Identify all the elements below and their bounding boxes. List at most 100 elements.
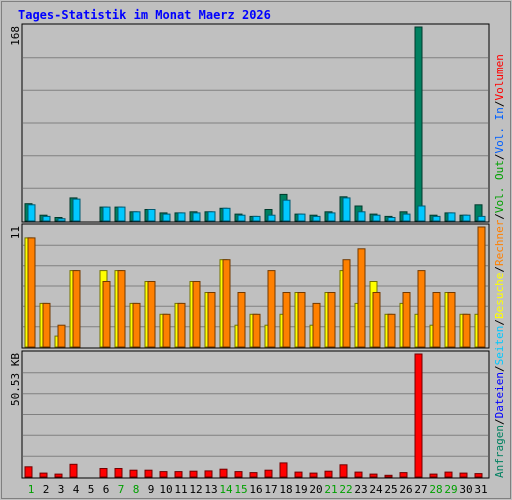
requests-bar-dateien-day-3 xyxy=(57,218,66,222)
day-label-10: 10 xyxy=(159,483,172,496)
day-label-9: 9 xyxy=(148,483,155,496)
visits-bar-rechner-day-3 xyxy=(57,324,66,348)
volume-bar-volumen-day-31 xyxy=(474,473,483,478)
requests-bar-dateien-day-14 xyxy=(222,207,231,222)
visits-bar-rechner-day-22 xyxy=(342,259,351,348)
requests-bar-dateien-day-25 xyxy=(387,217,396,222)
requests-bar-dateien-day-21 xyxy=(327,212,336,222)
visits-bar-rechner-day-26 xyxy=(402,292,411,348)
visits-bar-rechner-day-15 xyxy=(237,292,246,348)
requests-bar-dateien-day-2 xyxy=(42,215,51,222)
legend-part: / xyxy=(493,153,506,160)
visits-bar-rechner-day-16 xyxy=(252,313,261,348)
volume-bar-volumen-day-22 xyxy=(339,464,348,478)
volume-bar-volumen-day-25 xyxy=(384,474,393,478)
day-label-1: 1 xyxy=(28,483,35,496)
day-label-22: 22 xyxy=(339,483,352,496)
volume-bar-volumen-day-1 xyxy=(24,466,33,478)
volume-max-label: 50.53 KB xyxy=(9,353,22,406)
visits-bar-rechner-day-10 xyxy=(162,313,171,348)
visits-bar-rechner-day-20 xyxy=(312,302,321,348)
volume-bar-volumen-day-7 xyxy=(114,468,123,478)
day-label-24: 24 xyxy=(369,483,383,496)
requests-bar-dateien-day-23 xyxy=(357,211,366,222)
visits-bar-rechner-day-8 xyxy=(132,302,141,348)
bars-layer xyxy=(24,26,486,478)
requests-bar-dateien-day-24 xyxy=(372,214,381,222)
legend-part: / xyxy=(493,213,506,220)
day-label-26: 26 xyxy=(399,483,412,496)
visits-bar-rechner-day-19 xyxy=(297,292,306,348)
day-label-7: 7 xyxy=(118,483,125,496)
volume-bar-volumen-day-23 xyxy=(354,471,363,478)
series-legend: Anfragen/Dateien/Seiten/Besuche/Rechner/… xyxy=(493,54,506,478)
requests-bar-dateien-day-12 xyxy=(192,212,201,222)
day-label-5: 5 xyxy=(88,483,95,496)
visits-bar-rechner-day-4 xyxy=(72,270,81,348)
visits-bar-rechner-day-27 xyxy=(417,270,426,348)
day-label-19: 19 xyxy=(294,483,307,496)
volume-bar-volumen-day-2 xyxy=(39,472,48,478)
volume-bar-volumen-day-15 xyxy=(234,471,243,478)
day-label-4: 4 xyxy=(73,483,80,496)
visits-bar-rechner-day-11 xyxy=(177,302,186,348)
visits-bar-rechner-day-17 xyxy=(267,270,276,348)
requests-bar-dateien-day-17 xyxy=(267,214,276,222)
volume-bar-volumen-day-3 xyxy=(54,473,63,478)
requests-bar-dateien-day-7 xyxy=(117,206,126,222)
requests-bar-dateien-day-28 xyxy=(432,215,441,222)
day-label-14: 14 xyxy=(219,483,233,496)
volume-bar-volumen-day-19 xyxy=(294,471,303,478)
volume-bar-volumen-day-21 xyxy=(324,470,333,478)
requests-bar-dateien-day-31 xyxy=(477,215,486,222)
day-label-17: 17 xyxy=(264,483,277,496)
volume-bar-volumen-day-9 xyxy=(144,469,153,478)
visits-bar-rechner-day-14 xyxy=(222,259,231,348)
day-label-16: 16 xyxy=(249,483,262,496)
chart-title: Tages-Statistik im Monat Maerz 2026 xyxy=(18,8,271,22)
legend-part: Anfragen xyxy=(493,425,506,478)
legend-part: / xyxy=(493,319,506,326)
visits-bar-rechner-day-6 xyxy=(102,281,111,348)
day-label-13: 13 xyxy=(204,483,217,496)
requests-max-label: 168 xyxy=(9,26,22,46)
legend-part: / xyxy=(493,100,506,107)
volume-bar-volumen-day-24 xyxy=(369,473,378,478)
requests-bar-dateien-day-10 xyxy=(162,213,171,222)
day-label-6: 6 xyxy=(103,483,110,496)
requests-bar-dateien-day-9 xyxy=(147,209,156,222)
requests-bar-dateien-day-19 xyxy=(297,213,306,222)
day-label-3: 3 xyxy=(58,483,65,496)
day-label-21: 21 xyxy=(324,483,337,496)
volume-bar-volumen-day-12 xyxy=(189,470,198,478)
volume-bar-volumen-day-26 xyxy=(399,472,408,478)
visits-bar-rechner-day-9 xyxy=(147,281,156,348)
volume-bar-volumen-day-14 xyxy=(219,468,228,478)
requests-bar-dateien-day-11 xyxy=(177,212,186,222)
requests-bar-dateien-day-4 xyxy=(72,198,81,222)
visits-bar-rechner-day-24 xyxy=(372,292,381,348)
requests-bar-dateien-day-15 xyxy=(237,214,246,222)
requests-bar-dateien-day-6 xyxy=(102,206,111,222)
legend-part: Besuche xyxy=(493,273,506,319)
day-label-15: 15 xyxy=(234,483,247,496)
requests-bar-dateien-day-27 xyxy=(417,205,426,222)
requests-bar-dateien-day-20 xyxy=(312,215,321,222)
visits-bar-rechner-day-12 xyxy=(192,281,201,348)
volume-bar-volumen-day-30 xyxy=(459,472,468,478)
requests-bar-dateien-day-22 xyxy=(342,197,351,222)
legend-part: Seiten xyxy=(493,326,506,366)
volume-bar-volumen-day-27 xyxy=(414,353,423,478)
day-label-2: 2 xyxy=(43,483,50,496)
legend-part: / xyxy=(493,418,506,425)
volume-bar-volumen-day-4 xyxy=(69,463,78,478)
visits-bar-rechner-day-1 xyxy=(27,237,36,348)
volume-bar-volumen-day-6 xyxy=(99,468,108,478)
visits-bar-rechner-day-2 xyxy=(42,302,51,348)
day-label-12: 12 xyxy=(189,483,202,496)
requests-bar-dateien-day-18 xyxy=(282,199,291,222)
day-label-23: 23 xyxy=(354,483,367,496)
requests-bar-dateien-day-30 xyxy=(462,214,471,222)
day-label-31: 31 xyxy=(474,483,487,496)
